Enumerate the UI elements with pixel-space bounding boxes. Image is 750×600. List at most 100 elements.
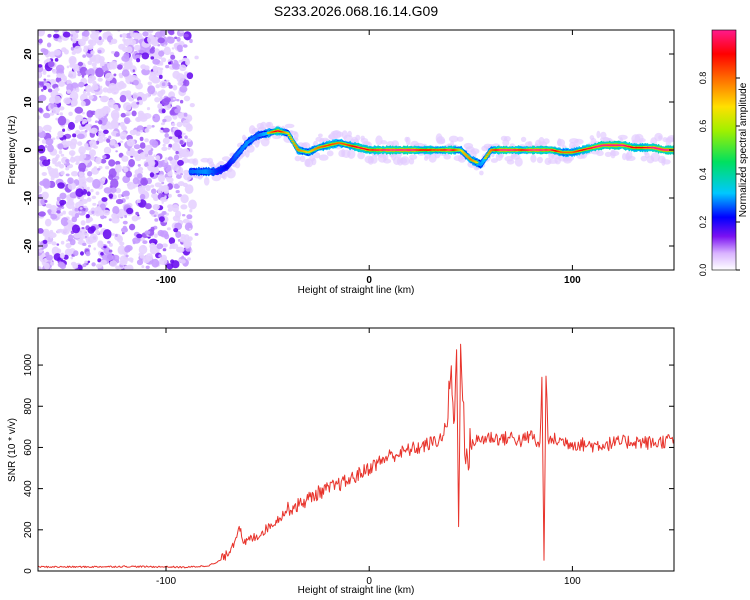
- noise-blob: [154, 31, 163, 38]
- noise-blob: [129, 37, 133, 42]
- noise-blob: [145, 93, 151, 98]
- noise-blob: [167, 30, 175, 35]
- noise-blob: [95, 191, 100, 196]
- noise-blob: [141, 52, 150, 60]
- noise-blob: [45, 251, 50, 257]
- noise-blob: [125, 111, 131, 117]
- x-tick-label: 100: [564, 576, 581, 587]
- ridge-halo: [530, 154, 537, 163]
- noise-blob: [74, 207, 79, 212]
- noise-blob: [126, 46, 133, 54]
- noise-blob: [161, 82, 166, 87]
- noise-blob: [57, 182, 65, 189]
- noise-blob: [174, 129, 183, 138]
- noise-blob: [101, 197, 108, 202]
- noise-blob: [82, 242, 87, 246]
- noise-blob: [47, 88, 53, 93]
- ridge-cell: [290, 138, 294, 140]
- noise-blob: [82, 90, 87, 95]
- ridge-halo: [293, 131, 299, 140]
- noise-blob: [42, 48, 49, 56]
- noise-blob: [86, 117, 92, 123]
- noise-blob: [103, 209, 110, 216]
- noise-blob: [167, 146, 171, 150]
- noise-blob: [183, 44, 188, 48]
- noise-blob: [90, 153, 93, 156]
- noise-blob: [38, 81, 44, 86]
- ridge-halo: [294, 155, 301, 162]
- ridge-halo: [536, 156, 544, 164]
- noise-blob: [108, 135, 112, 140]
- noise-blob: [123, 251, 128, 256]
- ridge-halo: [514, 157, 523, 167]
- noise-blob: [107, 122, 114, 130]
- noise-blob: [83, 205, 88, 209]
- ridge-cell: [463, 153, 467, 155]
- noise-blob: [184, 184, 194, 195]
- ridge-halo: [405, 136, 411, 146]
- noise-blob: [110, 187, 117, 193]
- noise-blob: [112, 206, 120, 215]
- noise-blob: [45, 138, 54, 146]
- noise-blob: [79, 66, 88, 76]
- noise-blob: [38, 107, 43, 113]
- noise-blob: [94, 108, 104, 119]
- noise-region: [38, 30, 199, 270]
- noise-blob: [152, 113, 161, 123]
- x-tick-label: 0: [366, 576, 372, 587]
- noise-blob: [65, 242, 72, 249]
- noise-blob: [75, 87, 80, 93]
- y-tick-label: -20: [23, 238, 34, 253]
- noise-blob: [155, 84, 160, 89]
- noise-blob: [38, 30, 42, 35]
- noise-blob: [178, 59, 183, 63]
- y-tick-label: 200: [23, 521, 34, 538]
- ridge-halo: [470, 148, 480, 155]
- noise-blob: [41, 172, 47, 176]
- noise-blob: [140, 129, 143, 133]
- noise-blob: [146, 124, 152, 130]
- ridge-halo: [667, 135, 674, 142]
- noise-blob: [65, 239, 69, 242]
- noise-blob: [104, 72, 114, 82]
- y-tick-label: 0: [23, 147, 34, 153]
- noise-blob: [187, 180, 190, 183]
- noise-blob: [51, 157, 58, 163]
- noise-blob: [68, 180, 72, 184]
- noise-blob: [95, 229, 100, 235]
- noise-blob: [119, 255, 129, 264]
- noise-blob: [44, 199, 48, 203]
- noise-blob: [91, 262, 96, 267]
- noise-blob: [184, 222, 193, 231]
- noise-blob: [92, 202, 97, 206]
- noise-blob: [85, 84, 92, 93]
- noise-blob: [85, 251, 91, 257]
- noise-blob: [41, 191, 49, 200]
- x-tick-label: -100: [156, 576, 176, 587]
- noise-blob: [163, 164, 172, 173]
- noise-blob: [160, 89, 166, 95]
- noise-blob: [70, 46, 75, 51]
- noise-blob: [38, 211, 46, 217]
- noise-blob: [87, 226, 95, 234]
- y-tick-label: 0: [23, 568, 34, 574]
- noise-blob: [129, 223, 136, 231]
- noise-blob: [133, 32, 140, 40]
- noise-blob: [131, 110, 137, 117]
- noise-blob: [182, 214, 186, 217]
- noise-blob: [65, 140, 73, 147]
- y-tick-label: 400: [23, 480, 34, 497]
- noise-blob: [95, 263, 103, 269]
- noise-blob: [76, 133, 85, 140]
- noise-blob: [103, 129, 109, 134]
- noise-blob: [162, 118, 167, 123]
- noise-blob: [142, 256, 151, 264]
- noise-blob: [71, 171, 79, 177]
- noise-blob: [57, 143, 64, 150]
- noise-blob: [179, 64, 187, 72]
- noise-blob: [59, 252, 65, 259]
- noise-blob: [171, 260, 180, 269]
- noise-blob: [189, 209, 193, 213]
- noise-blob: [63, 49, 69, 55]
